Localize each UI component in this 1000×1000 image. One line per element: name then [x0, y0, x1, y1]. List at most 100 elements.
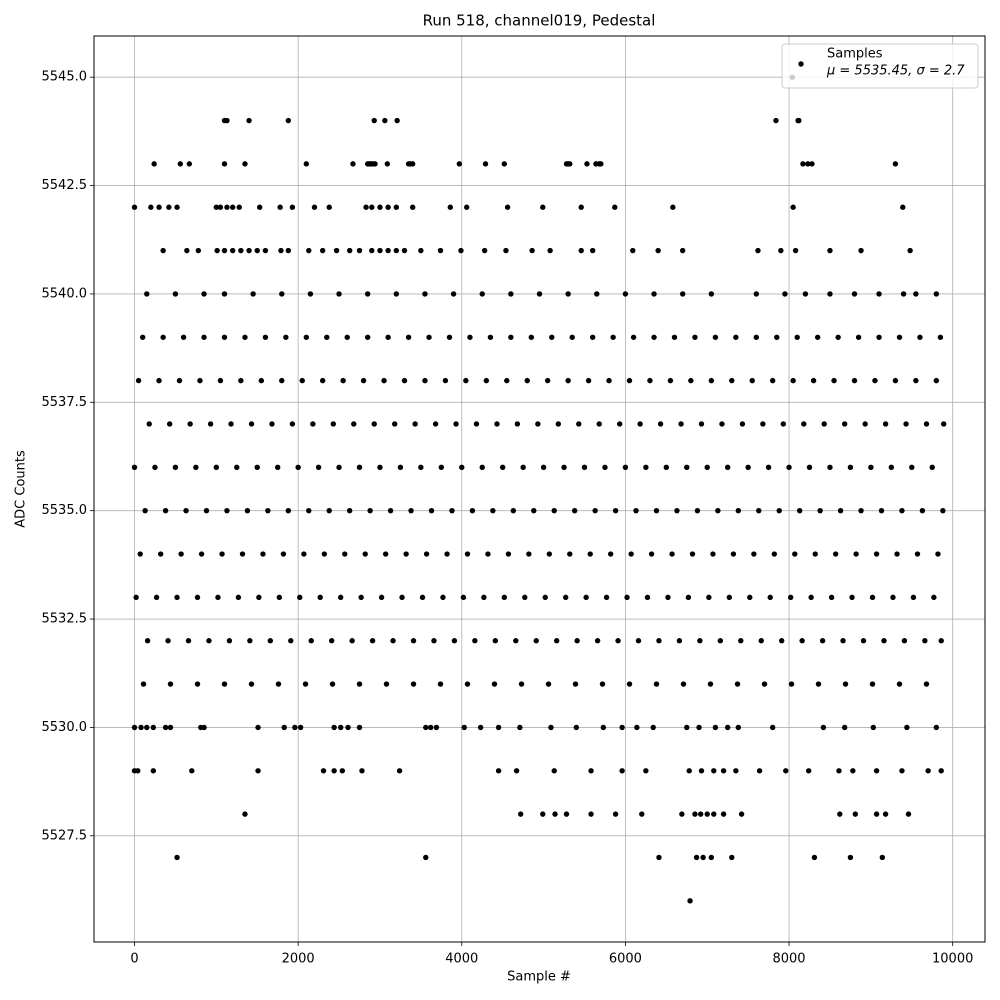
- scatter-point: [907, 247, 913, 254]
- scatter-point: [172, 291, 179, 297]
- scatter-point: [203, 507, 210, 514]
- scatter-point: [653, 681, 660, 687]
- scatter-point: [260, 551, 266, 557]
- scatter-point: [819, 638, 826, 644]
- scatter-point: [628, 551, 634, 557]
- scatter-point: [151, 161, 157, 167]
- scatter-point: [850, 768, 856, 774]
- scatter-point: [635, 638, 642, 644]
- scatter-point: [806, 464, 813, 471]
- scatter-point: [344, 334, 350, 340]
- scatter-point: [545, 681, 552, 687]
- scatter-point: [250, 291, 256, 297]
- scatter-point: [131, 204, 138, 210]
- scatter-point: [247, 638, 253, 644]
- scatter-point: [137, 551, 143, 557]
- scatter-point: [542, 594, 548, 601]
- scatter-point: [812, 551, 818, 557]
- scatter-point: [619, 768, 625, 774]
- scatter-point: [890, 594, 896, 601]
- scatter-point: [670, 204, 676, 210]
- scatter-point: [879, 854, 886, 861]
- scatter-point: [319, 247, 326, 254]
- scatter-point: [769, 724, 776, 731]
- scatter-point: [840, 638, 846, 644]
- scatter-point: [194, 681, 201, 687]
- scatter-point: [494, 421, 500, 427]
- scatter-point: [382, 551, 389, 557]
- scatter-point: [800, 161, 806, 167]
- scatter-point: [412, 421, 418, 427]
- scatter-point: [914, 551, 921, 557]
- scatter-point: [330, 421, 337, 427]
- y-tick-label: 5530.0: [42, 720, 88, 735]
- scatter-point: [697, 638, 703, 644]
- scatter-point: [350, 161, 356, 167]
- scatter-point: [747, 594, 753, 601]
- scatter-point: [933, 377, 940, 384]
- scatter-point: [872, 377, 878, 384]
- scatter-point: [187, 421, 193, 427]
- scatter-point: [320, 768, 327, 774]
- scatter-point: [297, 724, 304, 731]
- scatter-point: [796, 507, 803, 514]
- scatter-point: [536, 291, 543, 297]
- scatter-point: [587, 551, 593, 557]
- scatter-point: [938, 638, 944, 644]
- scatter-point: [923, 421, 930, 427]
- scatter-point: [276, 594, 283, 601]
- scatter-point: [295, 464, 301, 471]
- scatter-point: [644, 594, 651, 601]
- scatter-point: [342, 551, 348, 557]
- scatter-point: [758, 638, 764, 644]
- scatter-point: [715, 507, 721, 514]
- scatter-point: [256, 594, 262, 601]
- scatter-point: [561, 464, 567, 471]
- scatter-point: [802, 291, 809, 297]
- scatter-point: [387, 507, 394, 514]
- scatter-point: [607, 551, 614, 557]
- scatter-point: [888, 464, 895, 471]
- scatter-point: [925, 768, 931, 774]
- scatter-point: [729, 377, 735, 384]
- scatter-point: [589, 247, 596, 254]
- x-tick-label: 4000: [445, 952, 478, 967]
- scatter-point: [860, 638, 867, 644]
- scatter-point: [817, 507, 823, 514]
- scatter-point: [384, 161, 391, 167]
- scatter-point: [603, 594, 610, 601]
- scatter-point: [704, 464, 710, 471]
- scatter-point: [419, 594, 426, 601]
- scatter-point: [221, 334, 228, 340]
- scatter-point: [356, 681, 363, 687]
- scatter-point: [510, 507, 517, 514]
- scatter-point: [639, 811, 645, 817]
- y-tick-label: 5535.0: [42, 503, 88, 518]
- scatter-point: [940, 507, 946, 514]
- scatter-point: [150, 724, 157, 731]
- scatter-point: [693, 854, 700, 861]
- scatter-point: [461, 724, 467, 731]
- scatter-point: [589, 334, 596, 340]
- scatter-point: [831, 377, 837, 384]
- scatter-point: [150, 768, 157, 774]
- scatter-point: [680, 681, 687, 687]
- scatter-point: [279, 377, 285, 384]
- scatter-point: [827, 291, 833, 297]
- scatter-point: [393, 291, 400, 297]
- scatter-point: [651, 334, 657, 340]
- scatter-point: [585, 377, 592, 384]
- scatter-point: [578, 204, 584, 210]
- scatter-point: [938, 768, 944, 774]
- scatter-point: [401, 377, 408, 384]
- scatter-point: [655, 247, 661, 254]
- scatter-point: [214, 247, 220, 254]
- scatter-point: [274, 464, 281, 471]
- scatter-point: [540, 204, 546, 210]
- scatter-point: [242, 811, 248, 817]
- scatter-point: [285, 117, 292, 124]
- scatter-point: [213, 204, 220, 210]
- scatter-point: [548, 724, 554, 731]
- scatter-point: [228, 421, 234, 427]
